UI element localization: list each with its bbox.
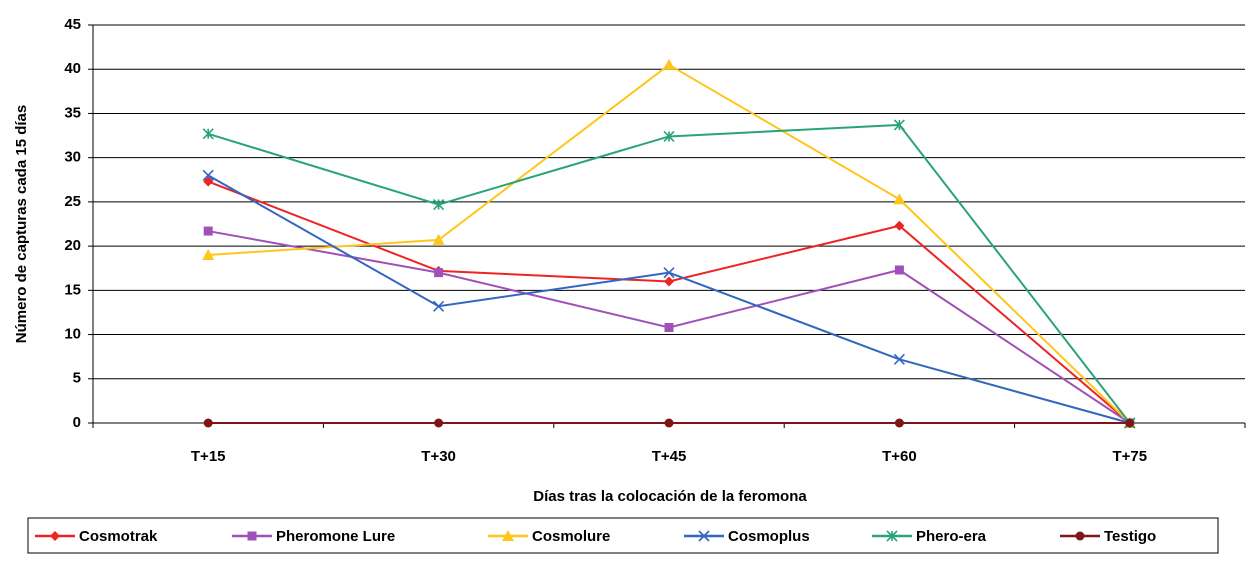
y-tick-label: 20 xyxy=(64,237,81,254)
data-point xyxy=(893,193,906,205)
y-tick-label: 15 xyxy=(64,281,81,298)
data-point xyxy=(202,128,214,140)
y-tick-label: 35 xyxy=(64,104,81,121)
legend-marker xyxy=(247,531,257,541)
x-tick-label: T+75 xyxy=(1112,448,1147,465)
data-point xyxy=(432,233,445,245)
data-point xyxy=(202,248,215,260)
data-point xyxy=(894,418,904,428)
legend-box xyxy=(27,517,1219,554)
data-point xyxy=(664,276,674,287)
y-tick-label: 10 xyxy=(64,326,81,343)
data-point xyxy=(203,226,213,236)
data-point xyxy=(434,418,444,428)
data-point xyxy=(202,169,214,181)
data-point xyxy=(433,198,445,211)
y-tick-label: 25 xyxy=(64,193,81,210)
series-line xyxy=(207,180,1131,424)
data-point xyxy=(433,300,445,312)
legend-marker xyxy=(502,530,514,541)
y-tick-label: 45 xyxy=(64,16,81,33)
data-point xyxy=(893,119,905,131)
data-point xyxy=(1125,418,1135,428)
data-point xyxy=(894,220,905,231)
legend-label: Cosmotrak xyxy=(79,528,158,545)
y-axis-label: Número de capturas cada 15 días xyxy=(13,105,30,343)
data-point xyxy=(894,265,904,275)
y-tick-label: 30 xyxy=(64,149,81,166)
data-point xyxy=(893,353,905,365)
data-point xyxy=(664,322,674,332)
x-tick-label: T+60 xyxy=(882,448,917,465)
y-tick-label: 0 xyxy=(73,414,81,431)
data-point xyxy=(203,418,213,428)
legend-marker xyxy=(886,530,898,542)
legend-label: Cosmolure xyxy=(532,528,610,545)
x-tick-label: T+15 xyxy=(191,448,226,465)
x-tick-label: T+45 xyxy=(652,448,687,465)
y-tick-label: 5 xyxy=(73,370,81,387)
y-tick-label: 40 xyxy=(64,60,81,77)
legend-label: Phero-era xyxy=(916,528,987,545)
legend-label: Testigo xyxy=(1104,528,1156,545)
legend-marker xyxy=(50,531,60,541)
legend-marker xyxy=(1075,531,1085,541)
data-point xyxy=(434,268,444,278)
legend-label: Pheromone Lure xyxy=(276,528,395,545)
data-point xyxy=(663,58,675,70)
x-tick-label: T+30 xyxy=(421,448,456,465)
data-point xyxy=(663,130,675,143)
x-axis-label: Días tras la colocación de la feromona xyxy=(533,488,807,505)
data-point xyxy=(203,176,214,187)
data-point xyxy=(663,267,675,279)
legend-marker xyxy=(698,530,710,542)
series-line xyxy=(207,174,1131,424)
legend-label: Cosmoplus xyxy=(728,528,810,545)
data-point xyxy=(664,418,674,428)
